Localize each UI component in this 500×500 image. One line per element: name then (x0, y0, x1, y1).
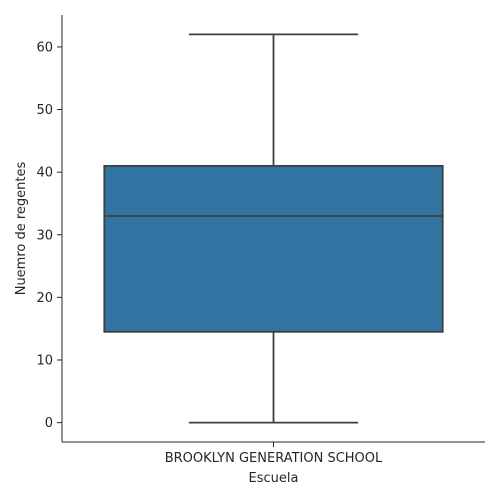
y-tick-label: 30 (36, 228, 53, 243)
x-ticks: BROOKLYN GENERATION SCHOOL (165, 442, 383, 466)
y-axis-title: Nuemro de regentes (14, 161, 29, 295)
y-tick-label: 40 (36, 166, 53, 181)
boxes (103, 33, 444, 424)
y-tick-label: 10 (36, 353, 53, 368)
x-tick-label: BROOKLYN GENERATION SCHOOL (165, 451, 383, 466)
y-tick-label: 50 (36, 103, 53, 118)
y-tick-label: 0 (45, 416, 53, 431)
y-tick-label: 20 (36, 291, 53, 306)
box-iqr (103, 164, 444, 333)
x-axis-title: Escuela (249, 471, 299, 486)
y-ticks: 0 10 20 30 40 50 60 (36, 40, 62, 431)
y-tick-label: 60 (36, 40, 53, 55)
